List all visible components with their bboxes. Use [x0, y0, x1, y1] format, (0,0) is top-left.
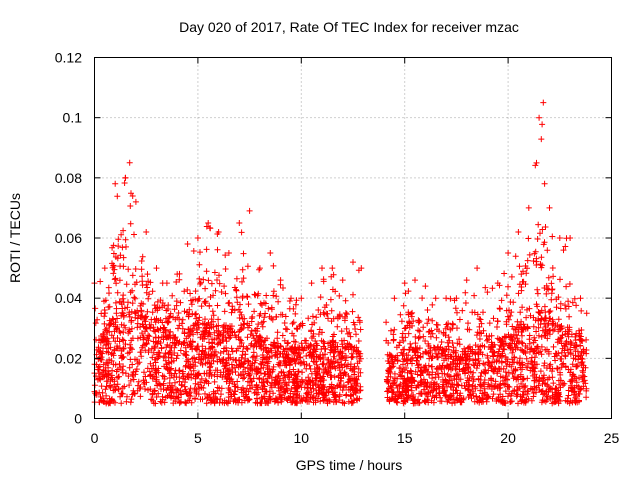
y-tick-labels: 0 0.02 0.04 0.06 0.08 0.1 0.12 [55, 50, 82, 427]
y-tick-label: 0.04 [55, 290, 82, 306]
x-tick-label: 20 [500, 430, 516, 446]
roti-data-points [91, 99, 590, 407]
x-tick-label: 0 [91, 430, 99, 446]
y-tick-label: 0.1 [63, 110, 83, 126]
x-axis-label: GPS time / hours [296, 457, 403, 473]
x-tick-label: 5 [194, 430, 202, 446]
y-tick-label: 0.08 [55, 170, 82, 186]
y-tick-label: 0 [74, 411, 82, 427]
y-tick-label: 0.02 [55, 350, 82, 366]
x-tick-label: 25 [604, 430, 620, 446]
y-axis-label: ROTI / TECUs [7, 193, 23, 283]
x-tick-label: 10 [294, 430, 310, 446]
roti-point-markers [91, 99, 590, 407]
y-tick-label: 0.06 [55, 230, 82, 246]
x-tick-labels: 0 5 10 15 20 25 [91, 430, 620, 446]
y-tick-label: 0.12 [55, 50, 82, 66]
axis-ticks [94, 57, 612, 419]
chart-title: Day 020 of 2017, Rate Of TEC Index for r… [179, 19, 519, 35]
x-tick-label: 15 [397, 430, 413, 446]
